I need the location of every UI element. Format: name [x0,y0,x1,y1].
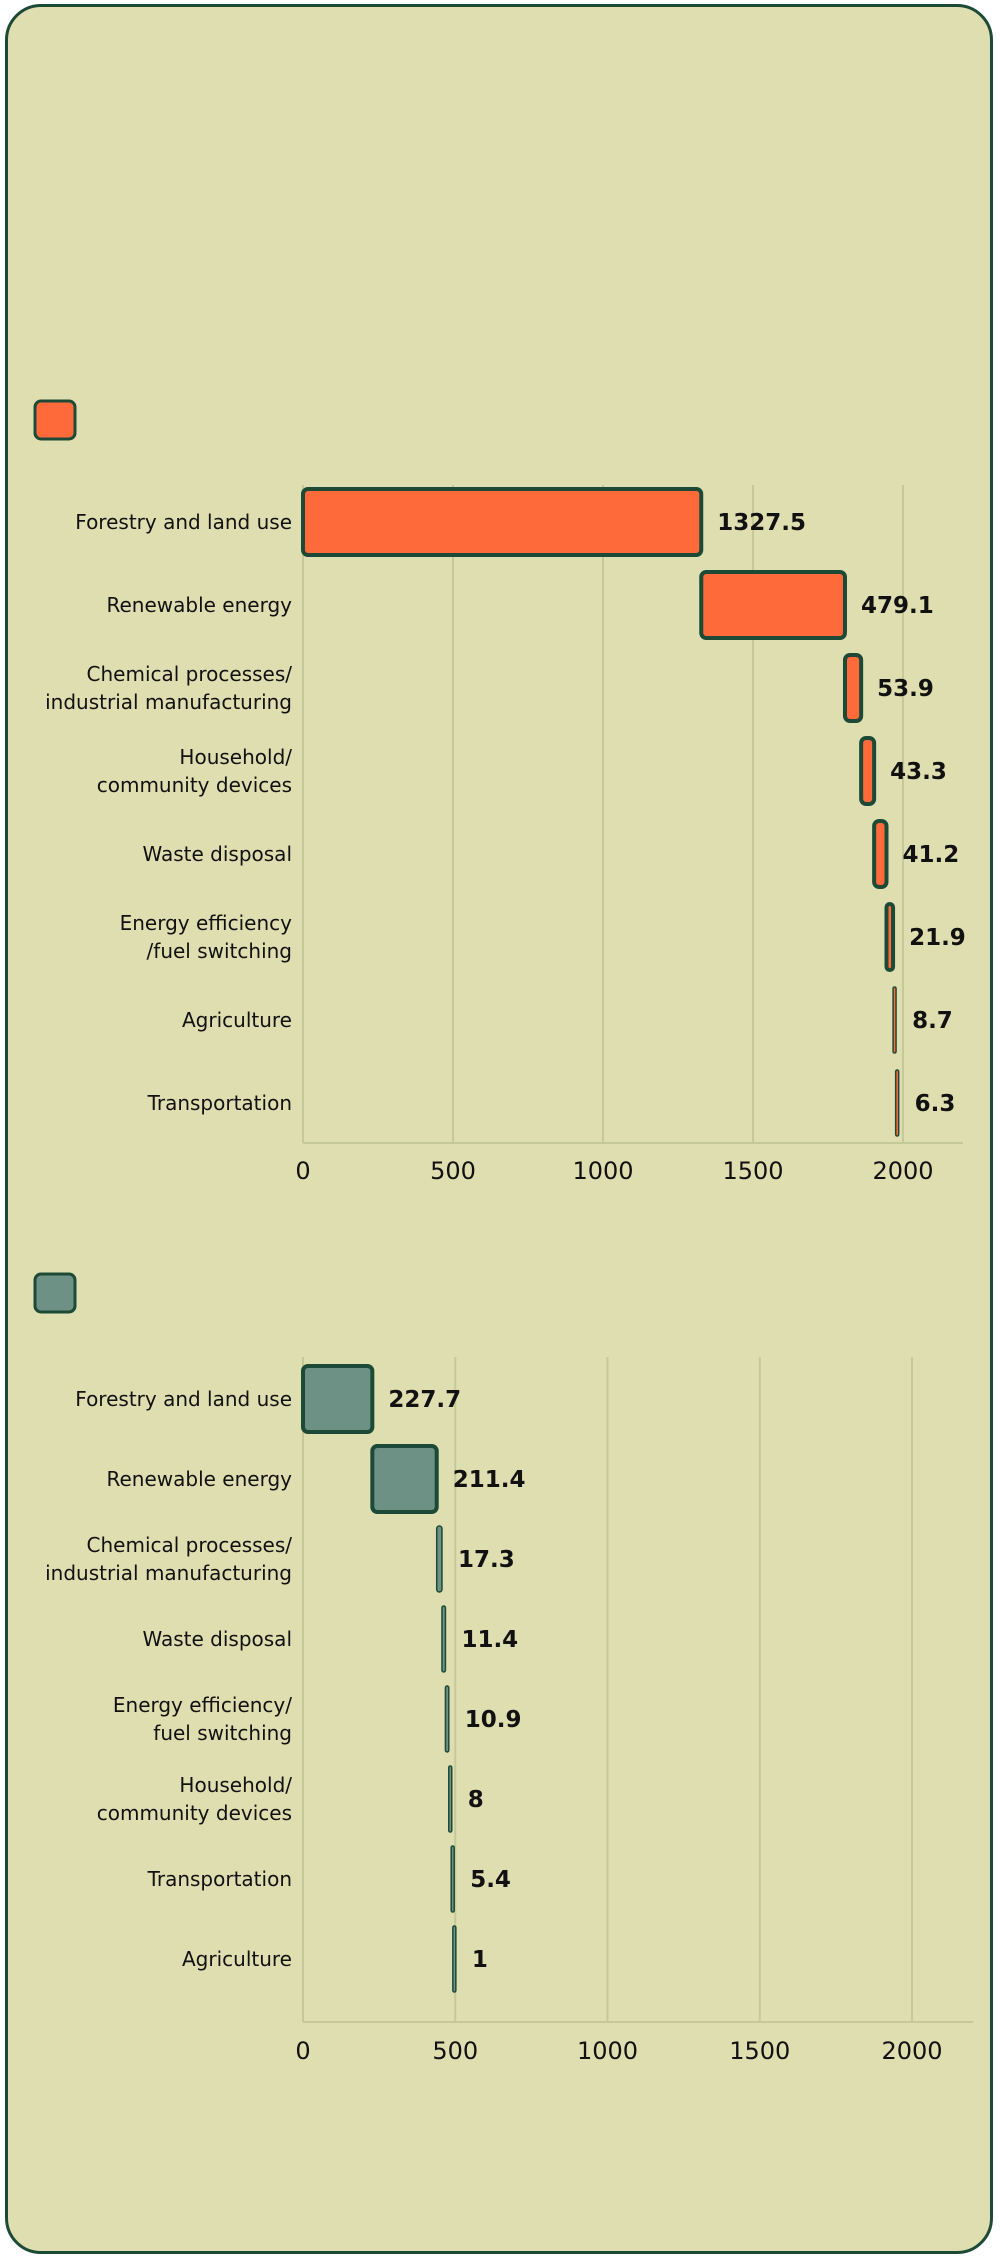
bar [452,1925,457,1993]
category-label: Transportation [147,1091,292,1115]
bar [892,986,897,1054]
data-label: 11.4 [461,1627,518,1653]
category-label: Transportation [147,1867,292,1891]
category-label: Renewable energy [107,593,293,617]
data-label: 1327.5 [717,510,806,536]
data-label: 6.3 [915,1091,956,1117]
x-tick-label: 0 [295,1157,310,1185]
chart-card: 0 500 1000 1500 2000 1327.5 Forestry and land … [5,4,993,2254]
data-label: 479.1 [861,593,934,619]
category-label: Forestry and land use [75,510,292,534]
category-label: Energy efficiency/fuel switching [113,1693,292,1745]
data-label: 8 [468,1787,484,1813]
data-label: 21.9 [909,925,966,951]
legend-swatch [33,399,77,441]
bar [859,736,877,806]
data-label: 17.3 [458,1547,515,1573]
category-label: Energy efficiency/fuel switching [120,911,293,963]
bar [301,1364,375,1434]
data-label: 211.4 [453,1467,526,1493]
x-tick-label: 1500 [729,2037,790,2065]
chart-panel-2: 0 500 1000 1500 2000 227.7 Forestry and land u… [33,1272,973,2065]
category-label: Agriculture [182,1008,292,1032]
category-label: Forestry and land use [75,1387,292,1411]
bar [450,1845,455,1913]
category-label: Chemical processes/industrial manufactur… [45,662,292,714]
chart-panel-1: 0 500 1000 1500 2000 1327.5 Forestry and land … [33,399,966,1185]
category-label: Waste disposal [142,1627,292,1651]
x-tick-label: 2000 [881,2037,942,2065]
x-tick-label: 500 [432,2037,478,2065]
data-label: 5.4 [470,1867,511,1893]
bar [370,1444,439,1514]
bar [699,570,847,640]
x-tick-label: 0 [295,2037,310,2065]
data-label: 41.2 [903,842,960,868]
data-label: 43.3 [890,759,947,785]
bar [842,653,864,723]
bar [441,1605,447,1673]
data-label: 53.9 [877,676,934,702]
category-label: Household/community devices [97,1773,293,1825]
x-tick-label: 1000 [572,1157,633,1185]
bar [448,1765,453,1833]
category-label: Renewable energy [107,1467,293,1491]
data-label: 227.7 [388,1387,461,1413]
bar [301,487,704,557]
data-label: 10.9 [465,1707,522,1733]
bar [894,1069,900,1137]
category-label: Household/community devices [97,745,293,797]
data-label: 8.7 [912,1008,953,1034]
bar [872,819,889,889]
category-label: Agriculture [182,1947,292,1971]
bar [435,1525,443,1593]
data-label: 1 [472,1947,488,1973]
category-label: Waste disposal [142,842,292,866]
x-tick-label: 1000 [577,2037,638,2065]
category-label: Chemical processes/industrial manufactur… [45,1533,292,1585]
legend-swatch [33,1272,77,1314]
bar [444,1685,450,1753]
x-tick-label: 2000 [872,1157,933,1185]
x-tick-label: 500 [430,1157,476,1185]
x-tick-label: 1500 [722,1157,783,1185]
bar [884,902,896,972]
